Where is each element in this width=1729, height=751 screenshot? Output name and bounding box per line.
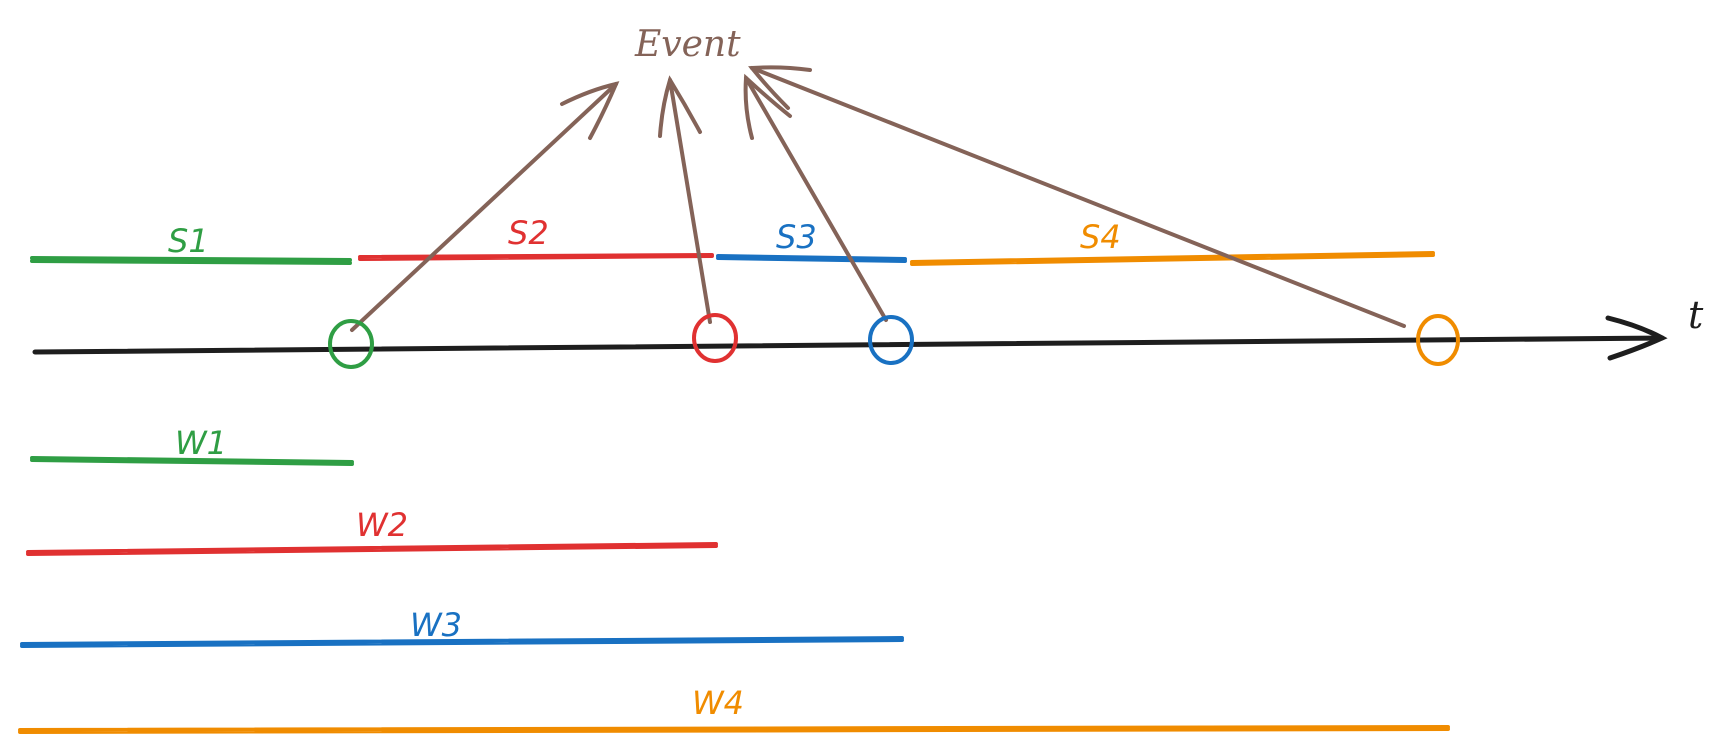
arrow-orange-to-event <box>750 66 1406 328</box>
segment-label-s4: S4 <box>1080 218 1121 256</box>
arrow-orange-head-icon <box>748 65 812 110</box>
window-line-w2 <box>26 542 718 556</box>
segment-label-s1: S1 <box>168 222 209 260</box>
time-axis-arrowhead-icon <box>1605 315 1668 361</box>
window-label-w4: W4 <box>692 684 744 722</box>
marker-blue <box>868 315 914 365</box>
arrow-blue-head-icon <box>743 73 792 140</box>
segment-line-s2 <box>358 253 714 261</box>
arrow-red-to-event <box>668 78 712 324</box>
time-axis-label: t <box>1688 293 1704 337</box>
marker-green <box>328 319 374 369</box>
window-line-w4 <box>18 725 1450 734</box>
segment-line-s4 <box>910 251 1435 266</box>
axis-markers <box>328 313 1460 369</box>
window-label-w1: W1 <box>175 424 227 462</box>
segment-label-s2: S2 <box>508 214 549 252</box>
arrow-red-head-icon <box>658 75 702 138</box>
window-line-w1 <box>30 456 354 466</box>
event-label: Event <box>634 24 741 65</box>
segment-lines <box>30 251 1435 266</box>
segment-label-s3: S3 <box>776 218 817 256</box>
window-label-w3: W3 <box>410 606 462 644</box>
window-line-w3 <box>20 636 904 648</box>
time-axis-line <box>32 335 1665 355</box>
marker-red <box>692 313 738 363</box>
segment-line-s3 <box>716 254 907 263</box>
time-axis <box>32 315 1668 361</box>
arrow-green-to-event <box>350 82 618 332</box>
marker-orange <box>1416 314 1460 366</box>
window-label-w2: W2 <box>356 506 408 544</box>
arrow-green-head-icon <box>560 81 620 140</box>
window-lines <box>18 456 1450 734</box>
segment-line-s1 <box>30 256 352 265</box>
arrow-blue-to-event <box>744 76 888 322</box>
event-arrows <box>350 65 1406 332</box>
